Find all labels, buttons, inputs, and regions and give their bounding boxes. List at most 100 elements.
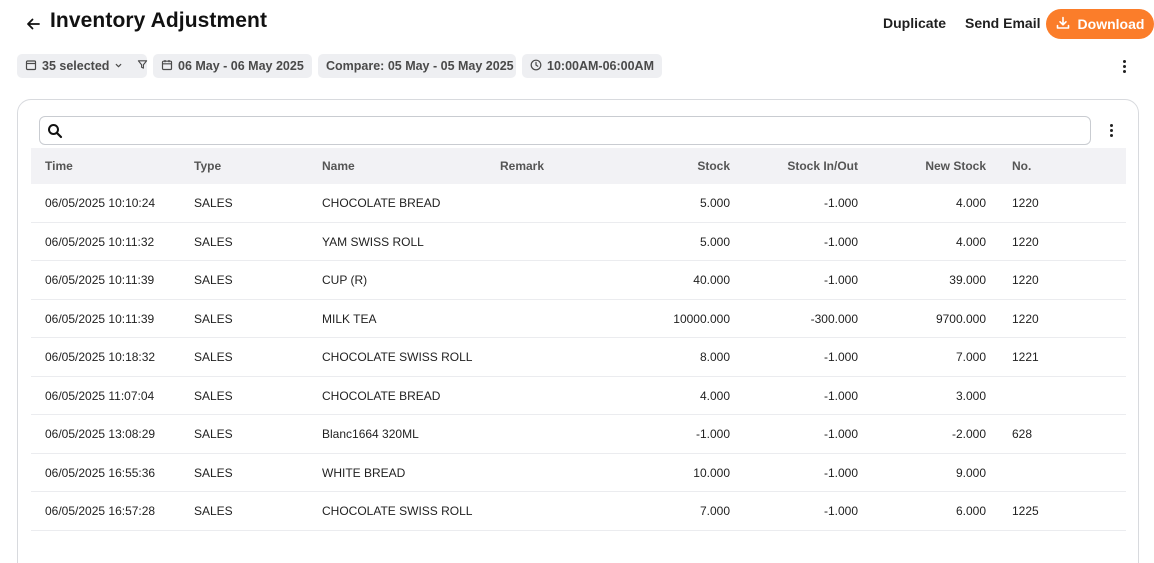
table-row[interactable]: 06/05/2025 16:55:36 SALES WHITE BREAD 10.00… — [31, 454, 1126, 492]
cell-time: 06/05/2025 13:08:29 — [45, 427, 156, 441]
filter-icon[interactable] — [137, 59, 148, 73]
date-range-chip[interactable]: 06 May - 06 May 2025 — [153, 54, 312, 78]
table-row[interactable]: 06/05/2025 10:11:39 SALES MILK TEA 10000.00… — [31, 300, 1126, 338]
column-header-type[interactable]: Type — [194, 159, 222, 173]
store-icon — [25, 59, 37, 74]
download-icon — [1056, 16, 1070, 33]
cell-name: Blanc1664 320ML — [322, 427, 419, 441]
selected-count: 35 selected — [42, 59, 110, 73]
table-row[interactable]: 06/05/2025 10:11:39 SALES CUP (R) 40.000 -1.… — [31, 261, 1126, 300]
cell-new-stock: 4.000 — [955, 234, 986, 249]
cell-stock: 10000.000 — [673, 311, 730, 326]
duplicate-button[interactable]: Duplicate — [883, 15, 947, 31]
cell-new-stock: 39.000 — [949, 273, 986, 287]
cell-type: SALES — [194, 388, 233, 403]
cell-time: 06/05/2025 16:57:28 — [45, 504, 156, 518]
cell-name: MILK TEA — [322, 311, 377, 326]
cell-type: SALES — [194, 504, 233, 518]
cell-new-stock: 9700.000 — [935, 311, 986, 326]
search-input[interactable] — [39, 116, 1091, 145]
cell-type: SALES — [194, 350, 233, 364]
table-row[interactable]: 06/05/2025 10:10:24 SALES CHOCOLATE BREAD 5… — [31, 184, 1126, 223]
cell-type: SALES — [194, 427, 233, 441]
download-button[interactable]: Download — [1046, 9, 1154, 39]
cell-name: CHOCOLATE SWISS ROLL — [322, 504, 473, 518]
more-options-icon[interactable] — [1116, 57, 1132, 75]
column-header-time[interactable]: Time — [45, 159, 73, 173]
cell-name: CUP (R) — [322, 273, 368, 287]
time-range-text: 10:00AM-06:00AM — [547, 59, 654, 73]
cell-time: 06/05/2025 10:18:32 — [45, 350, 156, 364]
cell-stock-in-out: -1.000 — [823, 273, 858, 287]
cell-type: SALES — [194, 465, 233, 480]
cell-stock-in-out: -1.000 — [823, 196, 858, 210]
cell-no: 1220 — [1012, 311, 1039, 326]
table-row[interactable]: 06/05/2025 10:11:32 SALES YAM SWISS ROLL 5.… — [31, 223, 1126, 261]
cell-stock-in-out: -1.000 — [823, 465, 858, 480]
outlet-select-chip[interactable]: 35 selected — [17, 54, 148, 78]
search-icon — [47, 123, 63, 139]
cell-stock: 5.000 — [699, 196, 730, 210]
cell-name: CHOCOLATE BREAD — [322, 196, 441, 210]
compare-range-chip[interactable]: Compare: 05 May - 05 May 2025 — [318, 54, 516, 78]
cell-stock-in-out: -300.000 — [810, 311, 858, 326]
table-row[interactable]: 06/05/2025 10:18:32 SALES CHOCOLATE SWISS … — [31, 338, 1126, 377]
calendar-icon — [161, 59, 173, 74]
table-options-icon[interactable] — [1103, 121, 1119, 139]
cell-name: CHOCOLATE SWISS ROLL — [322, 350, 473, 364]
cell-name: WHITE BREAD — [322, 465, 406, 480]
cell-stock: 40.000 — [693, 273, 730, 287]
cell-new-stock: 6.000 — [955, 504, 986, 518]
cell-stock-in-out: -1.000 — [823, 427, 858, 441]
cell-time: 06/05/2025 10:10:24 — [45, 196, 156, 210]
cell-no: 1225 — [1012, 504, 1039, 518]
cell-type: SALES — [194, 311, 233, 326]
cell-name: YAM SWISS ROLL — [322, 234, 424, 249]
cell-time: 06/05/2025 10:11:39 — [45, 273, 155, 287]
send-email-button[interactable]: Send Email — [965, 15, 1041, 31]
cell-stock-in-out: -1.000 — [823, 388, 858, 403]
cell-type: SALES — [194, 196, 233, 210]
column-header-name[interactable]: Name — [322, 159, 355, 173]
chevron-down-icon — [114, 59, 123, 73]
top-bar: Inventory Adjustment Duplicate Send Emai… — [0, 0, 1154, 48]
back-arrow-icon[interactable] — [22, 13, 44, 35]
cell-stock: 10.000 — [693, 465, 730, 480]
column-header-remark[interactable]: Remark — [500, 159, 545, 173]
cell-stock-in-out: -1.000 — [823, 234, 858, 249]
report-card: Time Type Name Remark Stock Stock In/Out… — [17, 99, 1139, 563]
inventory-table: Time Type Name Remark Stock Stock In/Out… — [31, 148, 1126, 531]
cell-stock: 7.000 — [699, 504, 730, 518]
download-label: Download — [1077, 16, 1145, 32]
cell-new-stock: 7.000 — [955, 350, 986, 364]
cell-new-stock: 4.000 — [955, 196, 986, 210]
cell-stock: -1.000 — [695, 427, 730, 441]
table-row[interactable]: 06/05/2025 16:57:28 SALES CHOCOLATE SWISS … — [31, 492, 1126, 531]
cell-no: 1220 — [1012, 234, 1039, 249]
cell-time: 06/05/2025 10:11:32 — [45, 234, 155, 249]
cell-time: 06/05/2025 10:11:39 — [45, 311, 155, 326]
cell-stock: 5.000 — [699, 234, 730, 249]
cell-type: SALES — [194, 234, 233, 249]
column-header-stock-in-out[interactable]: Stock In/Out — [787, 159, 858, 173]
cell-name: CHOCOLATE BREAD — [322, 388, 441, 403]
column-header-new-stock[interactable]: New Stock — [925, 159, 986, 173]
column-header-no[interactable]: No. — [1012, 159, 1032, 173]
table-row[interactable]: 06/05/2025 13:08:29 SALES Blanc1664 320ML -… — [31, 415, 1126, 454]
cell-time: 06/05/2025 11:07:04 — [45, 388, 155, 403]
cell-stock-in-out: -1.000 — [823, 504, 858, 518]
column-header-stock[interactable]: Stock — [697, 159, 730, 173]
cell-no: 1220 — [1012, 196, 1039, 210]
cell-no: 1221 — [1012, 350, 1039, 364]
table-row[interactable]: 06/05/2025 11:07:04 SALES CHOCOLATE BREAD 4… — [31, 377, 1126, 415]
compare-range-text: Compare: 05 May - 05 May 2025 — [326, 59, 514, 73]
table-body: 06/05/2025 10:10:24 SALES CHOCOLATE BREAD 5… — [31, 184, 1126, 531]
cell-new-stock: -2.000 — [951, 427, 986, 441]
cell-stock: 8.000 — [699, 350, 730, 364]
cell-type: SALES — [194, 273, 233, 287]
table-header: Time Type Name Remark Stock Stock In/Out… — [31, 148, 1126, 184]
date-range-text: 06 May - 06 May 2025 — [178, 59, 304, 73]
time-range-chip[interactable]: 10:00AM-06:00AM — [522, 54, 662, 78]
cell-time: 06/05/2025 16:55:36 — [45, 465, 156, 480]
clock-icon — [530, 59, 542, 74]
